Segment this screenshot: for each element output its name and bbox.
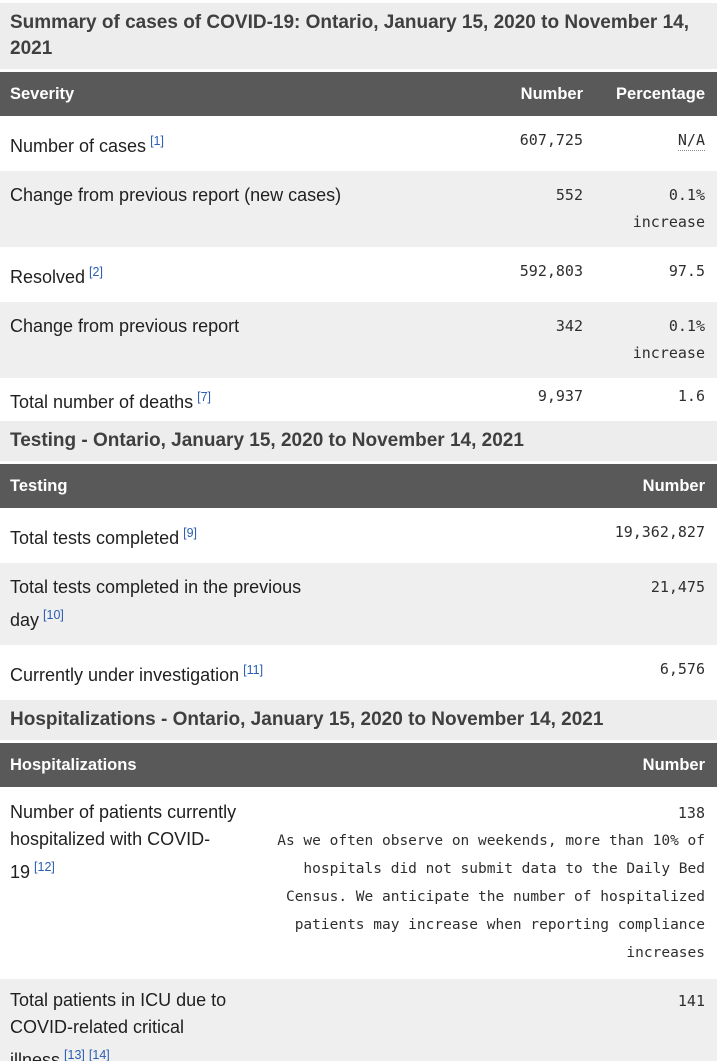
hospitalizations-table: Hospitalizations Number Number of patien… [0, 743, 717, 1061]
header-number: Number [642, 756, 705, 774]
na-abbreviation: N/A [677, 131, 705, 151]
footnote-link[interactable]: [1] [150, 134, 164, 148]
row-label: Change from previous report (new cases) [10, 185, 342, 205]
number-value: 138 [677, 804, 705, 822]
footnote-link[interactable]: [10] [43, 608, 64, 622]
table-row: Number of patients currently hospitalize… [0, 787, 717, 979]
table-row: Total tests completed [9] 19,362,827 [0, 508, 717, 563]
table-row: Total number of deaths [7] 9,937 1.6 [0, 378, 717, 421]
footnote-link[interactable]: [12] [34, 860, 55, 874]
percentage-value: 0.1% increase [632, 186, 705, 231]
row-label: Total number of deaths [10, 392, 194, 412]
row-label: Total patients in ICU due to COVID-relat… [10, 990, 227, 1061]
header-testing: Testing [10, 477, 68, 495]
summary-table-header: Severity Number Percentage [0, 72, 717, 116]
table-row: Change from previous report 342 0.1% incr… [0, 302, 717, 378]
testing-table-header: Testing Number [0, 464, 717, 508]
header-hospitalizations: Hospitalizations [10, 756, 137, 774]
table-row: Number of cases [1] 607,725 N/A [0, 116, 717, 171]
number-value: 21,475 [650, 578, 705, 596]
number-value: 592,803 [519, 262, 583, 280]
footnote-link[interactable]: [7] [197, 390, 212, 404]
footnote-link[interactable]: [13] [64, 1048, 85, 1061]
header-number: Number [520, 85, 583, 103]
percentage-value: 1.6 [677, 387, 705, 405]
percentage-value: 97.5 [668, 262, 705, 280]
summary-table: Severity Number Percentage Number of cas… [0, 72, 717, 421]
summary-section-title: Summary of cases of COVID-19: Ontario, J… [0, 3, 717, 69]
hospitalizations-section-title: Hospitalizations - Ontario, January 15, … [0, 700, 717, 740]
hospitalization-note: As we often observe on weekends, more th… [277, 833, 705, 961]
table-row: Total tests completed in the previous da… [0, 563, 717, 645]
number-value: 141 [677, 992, 705, 1010]
footnote-link[interactable]: [14] [88, 1048, 110, 1061]
number-value: 6,576 [659, 660, 705, 678]
header-number: Number [642, 477, 705, 495]
testing-table: Testing Number Total tests completed [9] … [0, 464, 717, 700]
row-label: Total tests completed [10, 528, 180, 548]
row-label: Currently under investigation [10, 665, 240, 685]
number-value: 607,725 [519, 131, 583, 149]
hospitalizations-table-header: Hospitalizations Number [0, 743, 717, 787]
number-value: 9,937 [537, 387, 583, 405]
row-label: Change from previous report [10, 316, 240, 336]
table-row: Currently under investigation [11] 6,576 [0, 645, 717, 700]
header-percentage: Percentage [616, 85, 705, 103]
row-label: Number of cases [10, 136, 147, 156]
table-row: Total patients in ICU due to COVID-relat… [0, 979, 717, 1061]
footnote-link[interactable]: [2] [89, 265, 103, 279]
header-severity: Severity [10, 85, 75, 103]
table-row: Resolved [2] 592,803 97.5 [0, 247, 717, 302]
testing-section-title: Testing - Ontario, January 15, 2020 to N… [0, 421, 717, 461]
footnote-link[interactable]: [9] [183, 526, 197, 540]
number-value: 342 [555, 317, 583, 335]
table-row: Change from previous report (new cases) … [0, 171, 717, 247]
row-label: Number of patients currently hospitalize… [10, 802, 237, 882]
number-value: 19,362,827 [614, 523, 705, 541]
row-label: Total tests completed in the previous da… [10, 577, 302, 630]
row-label: Resolved [10, 267, 86, 287]
number-value: 552 [555, 186, 583, 204]
percentage-value: 0.1% increase [632, 317, 705, 362]
footnote-link[interactable]: [11] [243, 663, 264, 677]
